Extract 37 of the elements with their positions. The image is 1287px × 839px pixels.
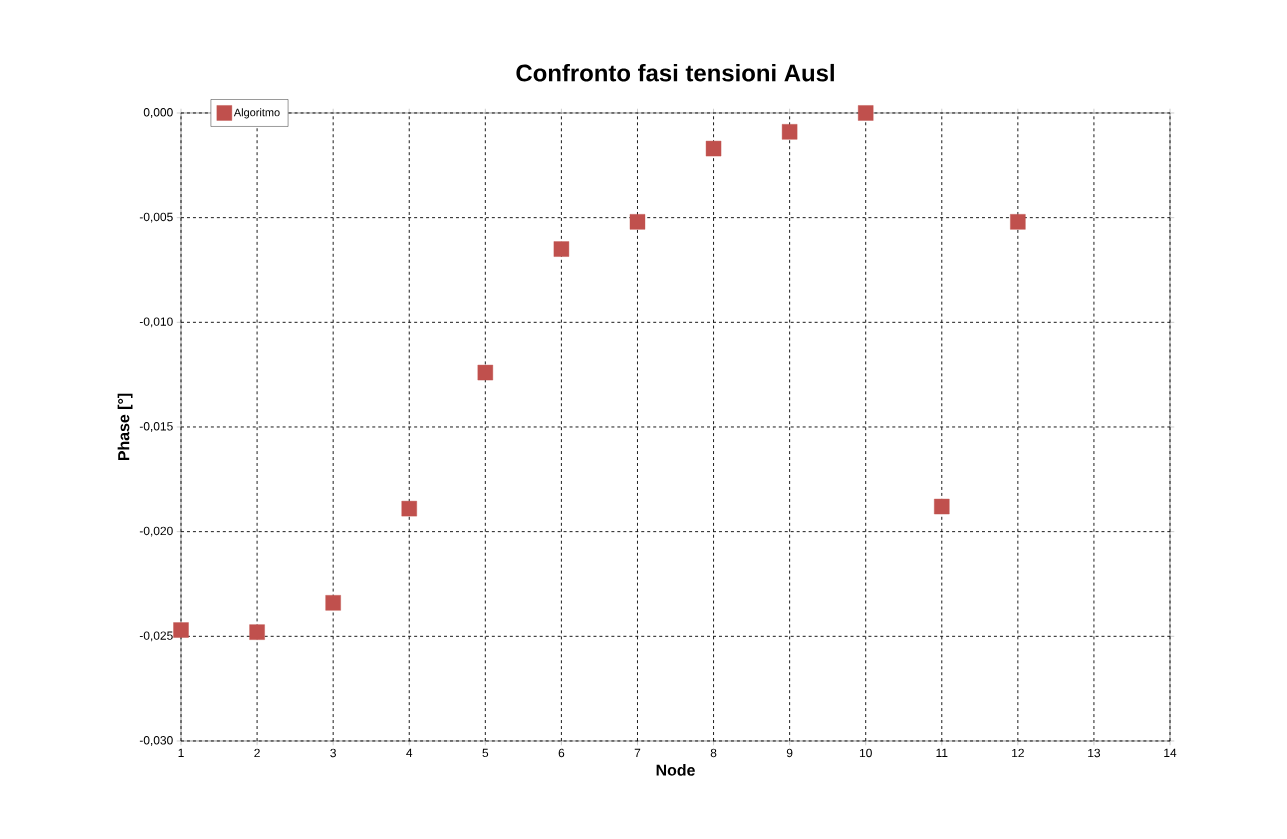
x-tick-label: 12	[1012, 748, 1024, 758]
y-tick-label: 0,000	[143, 108, 173, 118]
y-axis-title: Phase [°]	[117, 393, 133, 461]
point	[325, 595, 341, 611]
point	[249, 624, 265, 640]
y-tick-label: -0,005	[139, 212, 173, 223]
y-tick-label: -0,030	[139, 736, 173, 746]
point	[858, 105, 874, 121]
x-tick-label: 8	[710, 748, 717, 758]
point	[401, 500, 417, 517]
x-tick-label: 7	[634, 748, 641, 757]
x-tick-label: 6	[558, 748, 565, 758]
point	[934, 498, 950, 515]
point	[705, 140, 722, 157]
point	[477, 364, 494, 381]
point	[629, 214, 646, 230]
y-tick-label: -0,015	[139, 422, 173, 432]
point	[173, 622, 189, 638]
point	[1010, 214, 1026, 230]
x-tick-label: 1	[178, 748, 184, 757]
x-tick-label: 14	[1164, 748, 1177, 757]
legend-label: Algoritmo	[233, 108, 280, 119]
x-tick-label: 9	[786, 748, 793, 758]
y-tick-label: -0,020	[139, 526, 173, 537]
point	[781, 124, 798, 140]
chart-title: Confronto fasi tensioni Ausl	[516, 63, 834, 82]
x-tick-label: 5	[482, 748, 489, 758]
x-tick-label: 11	[936, 748, 948, 757]
x-tick-label: 4	[406, 748, 413, 757]
x-axis-title: Node	[656, 764, 695, 776]
x-tick-label: 2	[254, 748, 260, 758]
point	[553, 241, 570, 257]
y-tick-label: -0,025	[139, 631, 173, 642]
x-tick-label: 3	[330, 748, 336, 758]
y-tick-label: -0,010	[139, 317, 173, 328]
x-tick-label: 13	[1088, 748, 1101, 758]
x-tick-label: 10	[859, 748, 872, 758]
